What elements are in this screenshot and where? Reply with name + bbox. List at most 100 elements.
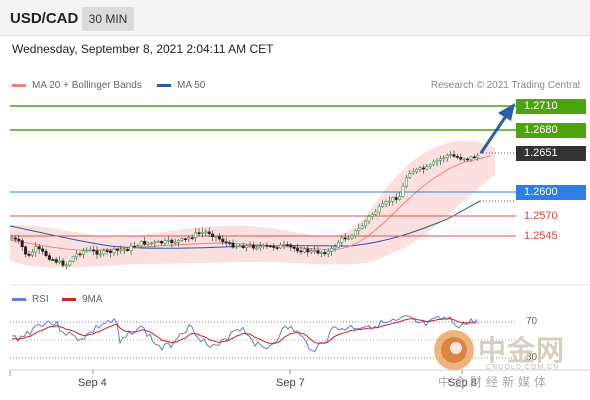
ma20-label: MA 20 + Bollinger Bands [32, 80, 142, 91]
chart-header: USD/CAD 30 MIN [0, 0, 590, 36]
candle-body [126, 249, 130, 251]
candle-body [296, 248, 300, 252]
candle-body [435, 160, 439, 163]
candle-body [27, 253, 31, 256]
candle-body [340, 237, 344, 243]
candle-body [425, 166, 429, 170]
target1-tag: 1.2680 [516, 123, 586, 138]
candle-body [180, 238, 184, 241]
candle-body [109, 250, 113, 253]
current-price-tag: 1.2651 [516, 146, 586, 161]
9ma-swatch [62, 298, 76, 301]
ma20-line [9, 155, 491, 251]
candle-body [68, 261, 72, 266]
timeframe-button[interactable]: 30 MIN [82, 7, 134, 31]
watermark-main-text: 中金网 [478, 334, 566, 367]
candle-body [442, 157, 446, 160]
candle-body [149, 242, 153, 245]
candle-body [20, 240, 24, 248]
candle-body [245, 245, 249, 249]
candle-body [129, 245, 133, 251]
candle-body [71, 256, 75, 262]
ma50-swatch [157, 84, 171, 87]
watermark-sub-text: 中金财经新媒体 [438, 375, 551, 389]
candle-body [377, 206, 381, 213]
candle-body [153, 241, 157, 244]
candle-body [350, 235, 354, 239]
candle-body [326, 251, 330, 255]
candle-body [197, 232, 201, 235]
candle-body [384, 201, 388, 205]
candle-body [30, 251, 34, 256]
candle-body [391, 197, 395, 202]
candle-body [364, 220, 368, 227]
candle-body [343, 237, 347, 240]
candle-body [54, 259, 58, 263]
watermark-logo-icon [434, 330, 474, 370]
forecast-arrow-shaft [479, 115, 508, 154]
candle-body [428, 164, 432, 167]
candle-body [466, 158, 470, 161]
rsi-label: RSI [32, 294, 49, 305]
candle-body [241, 245, 245, 249]
candle-body [102, 250, 106, 255]
candle-body [387, 200, 391, 203]
candle-body [115, 248, 119, 251]
candle-body [476, 155, 480, 158]
candle-body [75, 253, 79, 258]
candle-body [47, 255, 51, 260]
candle-body [37, 246, 41, 250]
candle-body [289, 244, 293, 248]
candle-body [231, 242, 235, 248]
9ma-label: 9MA [82, 294, 103, 305]
candle-body [282, 244, 286, 246]
candle-body [61, 260, 65, 266]
candle-body [139, 241, 143, 246]
candle-body [211, 233, 215, 238]
candle-body [336, 242, 340, 248]
candle-body [187, 237, 191, 240]
candle-body [248, 244, 252, 247]
candle-body [306, 248, 310, 253]
candle-body [166, 239, 170, 242]
candle-body [119, 249, 123, 252]
candle-body [85, 249, 89, 252]
candle-body [459, 157, 463, 160]
candle-body [408, 173, 412, 178]
x-label-sep8: Sep 8 [448, 377, 477, 389]
candle-body [44, 250, 48, 256]
ma50-label: MA 50 [177, 80, 206, 91]
chart-datetime: Wednesday, September 8, 2021 2:04:11 AM … [12, 42, 274, 56]
candle-body [309, 250, 313, 253]
rsi-line [11, 315, 478, 352]
candle-body [105, 250, 109, 252]
candle-body [258, 246, 262, 249]
candle-body [415, 168, 419, 172]
candle-body [255, 247, 259, 250]
candle-body [17, 238, 21, 241]
candle-body [221, 238, 225, 243]
candle-body [316, 250, 320, 254]
candle-body [302, 248, 306, 253]
candle-body [313, 250, 317, 252]
candle-body [262, 244, 266, 247]
candle-body [285, 244, 289, 246]
candle-body [194, 232, 198, 239]
candle-body [170, 239, 174, 244]
candle-body [251, 244, 255, 249]
candle-body [418, 167, 422, 170]
candle-body [207, 231, 211, 235]
candle-body [132, 245, 136, 248]
candle-body [183, 238, 187, 241]
candle-body [146, 242, 150, 245]
x-label-sep4: Sep 4 [78, 377, 107, 389]
research-credit: Research © 2021 Trading Central [430, 80, 580, 91]
candle-body [404, 177, 408, 187]
candle-body [370, 214, 374, 217]
candle-body [64, 264, 68, 267]
candle-body [122, 249, 126, 251]
support2-tag: 1.2545 [524, 230, 558, 242]
x-label-sep7: Sep 7 [276, 377, 305, 389]
forecast-arrow-head [498, 103, 515, 121]
candle-body [398, 196, 402, 200]
